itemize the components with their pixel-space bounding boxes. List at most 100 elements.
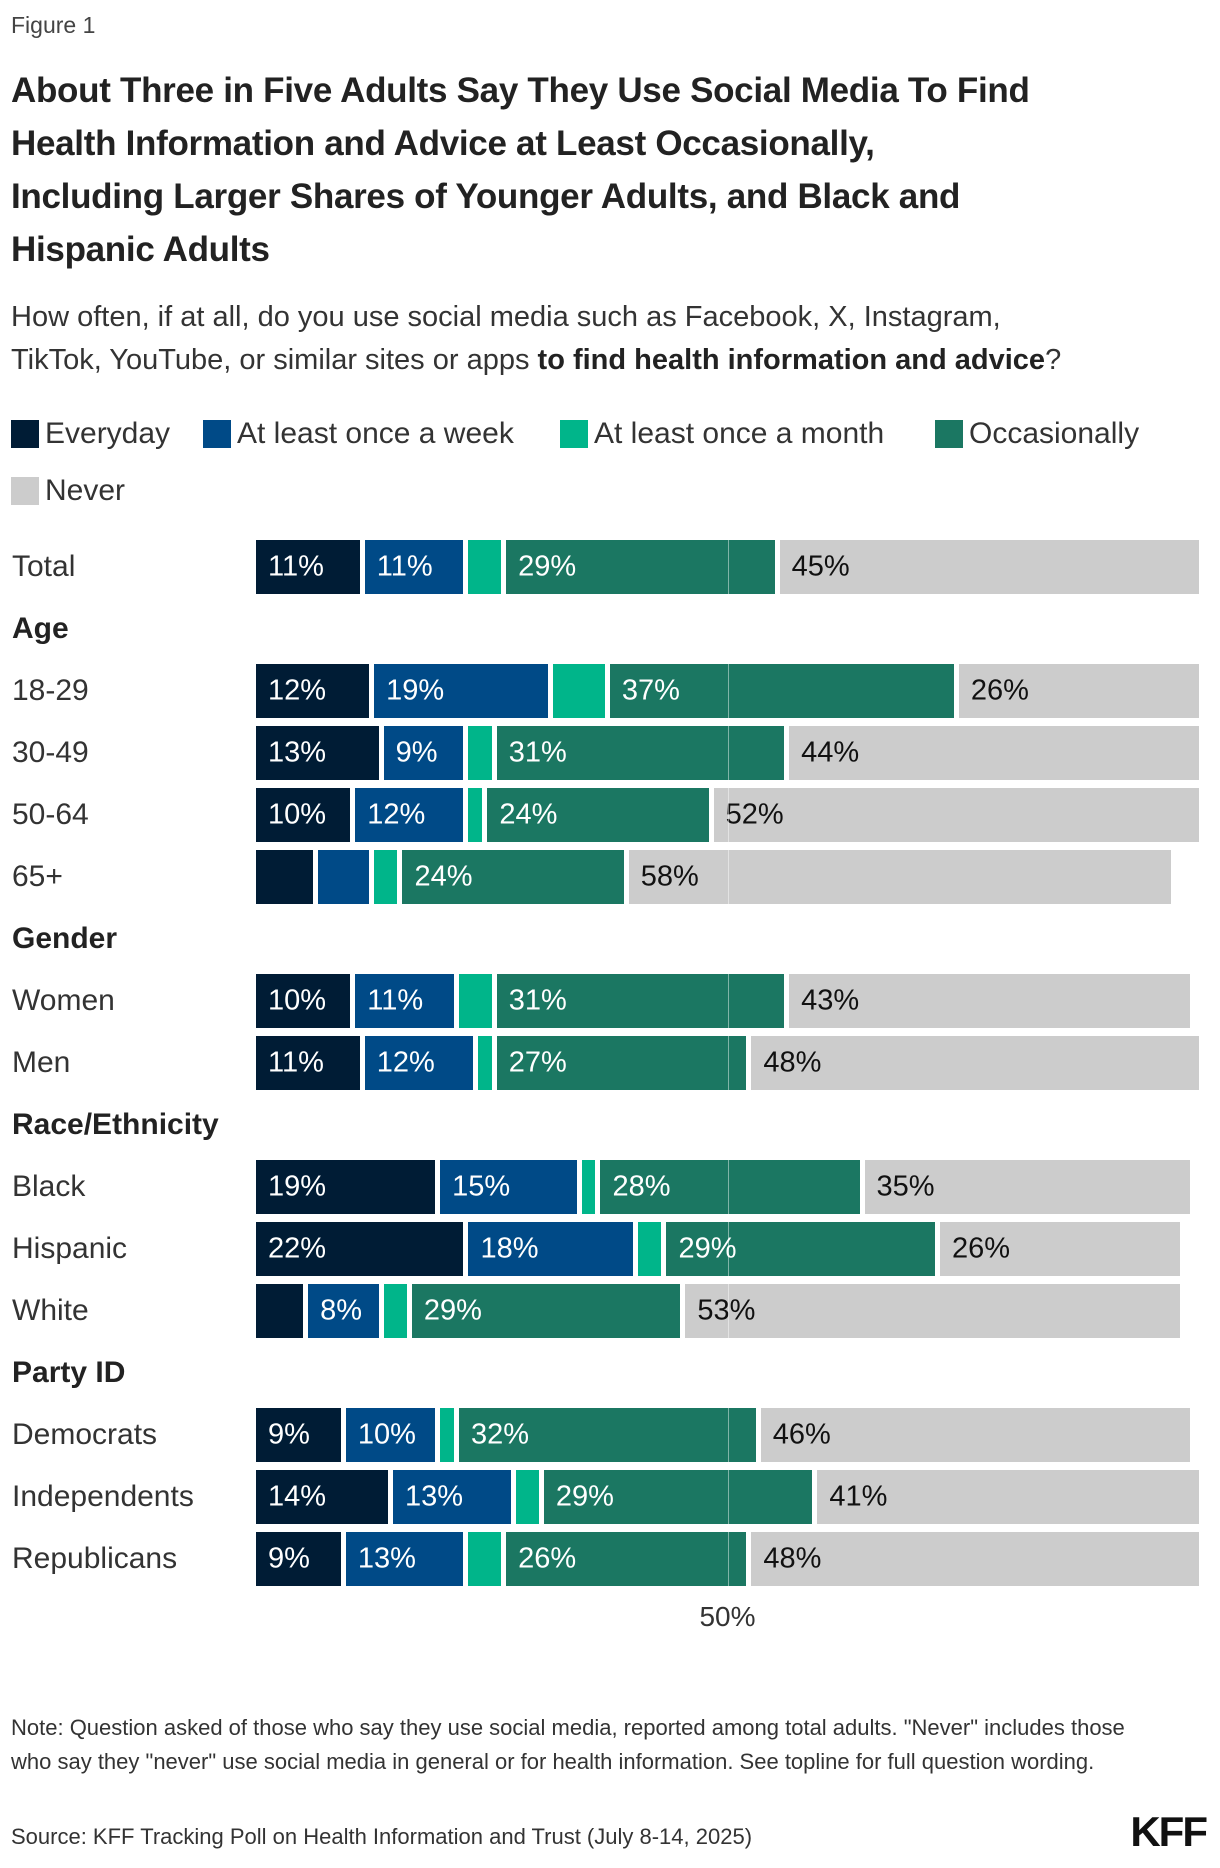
title-line: Health Information and Advice at Least O… [11, 124, 875, 163]
bar-segment-occasionally: 24% [402, 850, 624, 904]
bar-segment-never: 46% [760, 1408, 1190, 1462]
group-label: Race/Ethnicity [12, 1108, 219, 1141]
bar-segment-at-least-once-a-week: 12% [364, 1036, 473, 1090]
title-line: Hispanic Adults [11, 230, 270, 269]
bar-segment-at-least-once-a-week: 11% [355, 974, 455, 1028]
data-label: 10% [357, 1418, 416, 1451]
data-label: 22% [268, 1232, 327, 1265]
subtitle-text: ? [1045, 344, 1062, 376]
row-label: Independents [12, 1480, 194, 1513]
data-label: 18% [480, 1232, 539, 1265]
legend-label: At least once a month [594, 417, 885, 450]
row-label: Hispanic [12, 1232, 128, 1265]
data-label: 37% [621, 674, 680, 707]
bar-segment-never: 41% [817, 1470, 1199, 1524]
bar-segment-at-least-once-a-week: 11% [364, 540, 464, 594]
bar-segment-at-least-once-a-month [515, 1470, 539, 1524]
legend-swatch [203, 420, 231, 448]
row-label: Women [12, 984, 115, 1017]
bar-segment-occasionally: 29% [543, 1470, 813, 1524]
data-label: 41% [829, 1480, 888, 1513]
data-label: 19% [386, 674, 445, 707]
legend-swatch [11, 420, 39, 448]
kff-logo: KFF [1130, 1808, 1208, 1855]
subtitle-line: How often, if at all, do you use social … [11, 301, 1001, 333]
legend-swatch [560, 420, 588, 448]
data-label: 26% [951, 1232, 1010, 1265]
data-label: 29% [423, 1294, 482, 1327]
row-label: 65+ [12, 860, 63, 893]
data-label: 31% [508, 736, 567, 769]
data-label: 29% [678, 1232, 737, 1265]
row-label: Democrats [12, 1418, 158, 1451]
bar-segment-at-least-once-a-month [468, 1532, 502, 1586]
chart-subtitle: How often, if at all, do you use social … [11, 296, 1061, 382]
chart-source: Source: KFF Tracking Poll on Health Info… [11, 1824, 753, 1849]
data-label: 11% [367, 984, 424, 1017]
bar-segment-occasionally: 24% [487, 788, 709, 842]
data-label: 46% [772, 1418, 831, 1451]
bar-segment-occasionally: 37% [609, 664, 954, 718]
bar-segment-at-least-once-a-month [468, 540, 502, 594]
bar-segment-occasionally: 29% [411, 1284, 681, 1338]
data-label: 48% [763, 1046, 822, 1079]
bar-segment-at-least-once-a-week: 10% [345, 1408, 436, 1462]
data-label: 11% [268, 1046, 324, 1079]
row-label: Black [12, 1170, 86, 1203]
bar-segment-at-least-once-a-month [468, 788, 483, 842]
bar-segment-occasionally: 32% [459, 1408, 756, 1462]
bar-segment-at-least-once-a-month [440, 1408, 455, 1462]
legend-swatch [935, 420, 963, 448]
data-label: 14% [268, 1480, 327, 1513]
data-label: 35% [876, 1170, 935, 1203]
figure-label: Figure 1 [11, 12, 96, 38]
bar-segment-at-least-once-a-month [638, 1222, 662, 1276]
bar-segment-occasionally: 26% [506, 1532, 747, 1586]
bar-segment-at-least-once-a-week: 13% [393, 1470, 511, 1524]
data-label: 10% [268, 798, 327, 831]
bar-segment-never: 48% [751, 1532, 1199, 1586]
bar-segment-everyday: 11% [256, 1036, 360, 1090]
legend-item: Never [11, 474, 125, 508]
legend-label: At least once a week [237, 417, 514, 450]
data-label: 11% [376, 550, 433, 583]
bar-segment-never: 26% [939, 1222, 1181, 1276]
subtitle-emphasis: to find health information and advice [537, 344, 1046, 376]
bar-segment-occasionally: 29% [666, 1222, 935, 1276]
bar-segment-everyday: 12% [256, 664, 370, 718]
data-label: 45% [791, 550, 850, 583]
data-label: 32% [471, 1418, 530, 1451]
bar-segment-at-least-once-a-month [553, 664, 605, 718]
bar-segment-at-least-once-a-week: 8% [308, 1284, 379, 1338]
data-label: 13% [357, 1542, 416, 1575]
bar-segment-everyday [256, 850, 313, 904]
reference-line-label: 50% [699, 1601, 756, 1632]
bar-segment-never: 53% [685, 1284, 1181, 1338]
data-label: 24% [499, 798, 558, 831]
data-label: 15% [452, 1170, 511, 1203]
subtitle-text: TikTok, YouTube, or similar sites or app… [11, 344, 538, 376]
data-label: 24% [414, 860, 473, 893]
data-label: 28% [612, 1170, 671, 1203]
data-label: 26% [970, 674, 1029, 707]
bar-segment-at-least-once-a-month [383, 1284, 407, 1338]
bar-segment-never: 45% [779, 540, 1199, 594]
data-label: 12% [376, 1046, 435, 1079]
bar-segment-never: 44% [789, 726, 1199, 780]
legend-label: Occasionally [969, 417, 1140, 450]
data-label: 29% [518, 550, 577, 583]
data-label: 27% [508, 1046, 567, 1079]
bar-segment-everyday: 13% [256, 726, 379, 780]
legend-label: Everyday [45, 417, 171, 450]
title-line: Including Larger Shares of Younger Adult… [11, 177, 961, 216]
row-label: 50-64 [12, 798, 89, 831]
row-label: 18-29 [12, 674, 89, 707]
data-label: 48% [763, 1542, 822, 1575]
bar-segment-at-least-once-a-week: 9% [383, 726, 464, 780]
bar-segment-occasionally: 31% [496, 726, 785, 780]
data-label: 31% [508, 984, 567, 1017]
group-label: Age [12, 612, 69, 645]
chart-note: Note: Question asked of those who say th… [11, 1715, 1125, 1774]
bar-segment-never: 43% [789, 974, 1190, 1028]
bar-segment-everyday: 19% [256, 1160, 436, 1214]
